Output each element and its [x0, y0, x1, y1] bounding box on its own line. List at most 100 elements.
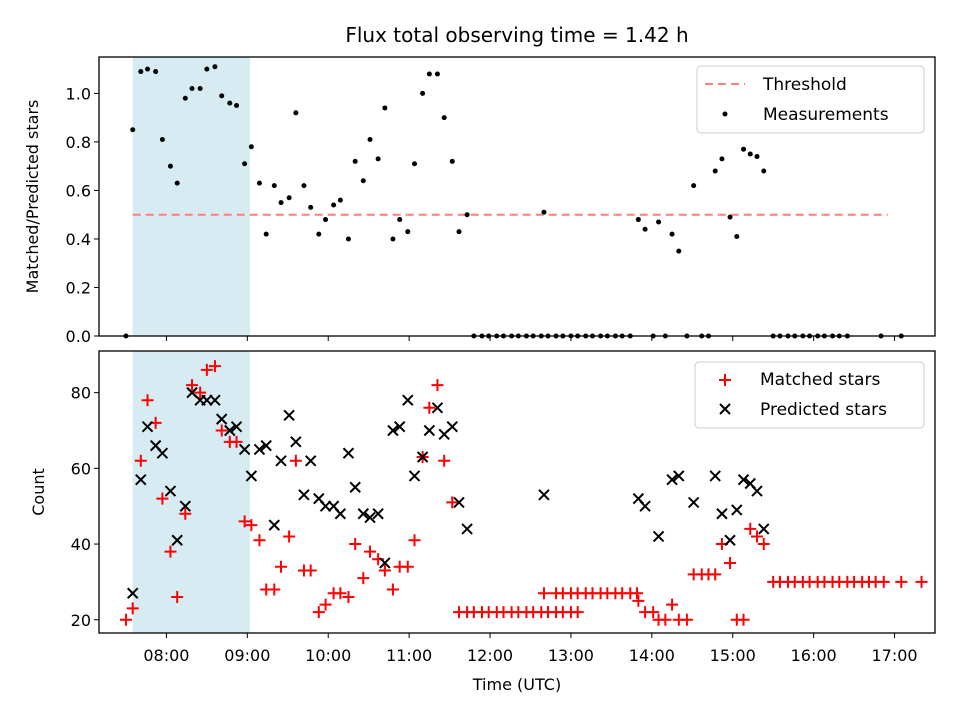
- matched-star-point: [378, 564, 391, 577]
- ratio-x-ticks: [165, 336, 896, 341]
- count-plot-frame: [98, 350, 936, 634]
- matched-star-point: [438, 454, 451, 467]
- measurement-point: [182, 95, 188, 101]
- legend-measurements-label: Measurements: [763, 105, 889, 125]
- predicted-star-point: [141, 420, 154, 433]
- predicted-star-point: [538, 489, 550, 501]
- matched-star-point: [386, 583, 399, 596]
- x-tick-label: 09:00: [224, 646, 270, 665]
- predicted-star-point: [215, 413, 228, 425]
- predicted-star-point: [334, 508, 347, 520]
- observing-window-shade: [132, 57, 251, 336]
- count-legend-box: [694, 361, 925, 429]
- matched-star-point: [134, 454, 147, 467]
- matched-star-point: [156, 492, 169, 505]
- count-legend: Matched stars Predicted stars: [694, 361, 925, 429]
- predicted-star-point: [290, 436, 302, 448]
- measurement-point: [434, 71, 440, 77]
- predicted-star-point: [171, 534, 183, 546]
- matched-star-point: [179, 507, 192, 520]
- measurement-point: [174, 180, 180, 186]
- matched-star-point: [283, 530, 296, 543]
- measurement-point: [308, 204, 314, 210]
- measurement-point: [761, 168, 767, 174]
- matched-star-point: [744, 522, 757, 535]
- measurement-point: [441, 115, 447, 121]
- predicted-star-point: [253, 443, 266, 456]
- matched-star-point: [312, 606, 325, 619]
- matched-star-point: [401, 560, 414, 573]
- measurement-point: [741, 146, 747, 152]
- matched-star-point: [334, 587, 347, 600]
- predicted-star-point: [446, 420, 458, 433]
- matched-star-point: [915, 575, 928, 588]
- matched-star-point: [245, 519, 258, 532]
- measurement-point: [219, 93, 225, 99]
- predicted-star-point: [209, 394, 221, 406]
- measurement-point: [449, 158, 455, 164]
- measurement-point: [242, 161, 248, 167]
- predicted-star-point: [298, 489, 310, 501]
- predicted-star-point: [393, 420, 406, 433]
- measurement-point: [426, 71, 432, 77]
- matched-star-point: [275, 560, 288, 573]
- matched-star-point: [119, 613, 132, 626]
- matched-star-point: [423, 401, 436, 414]
- count-panel: 20 40 60 80 08:00 09:00 10:00 11:00 12:00 13:00 1…: [29, 350, 936, 694]
- legend-predicted-label: Predicted stars: [760, 400, 887, 420]
- ratio-legend: Threshold Measurements: [696, 65, 925, 134]
- measurement-point: [352, 158, 358, 164]
- measurement-point: [263, 231, 269, 237]
- predicted-star-point: [357, 508, 369, 520]
- measurement-point: [271, 183, 277, 189]
- measurement-point: [412, 161, 418, 167]
- ratio-y-tick-label: 0.8: [66, 133, 91, 152]
- measurement-point: [145, 66, 151, 72]
- matched-star-point: [647, 606, 660, 619]
- measurement-point: [656, 219, 662, 225]
- x-tick-label: 16:00: [791, 646, 837, 665]
- matched-star-point: [737, 613, 750, 626]
- measurement-point: [167, 163, 173, 169]
- legend-matched-swatch: [719, 374, 731, 386]
- predicted-star-point: [716, 508, 728, 520]
- matched-star-point: [709, 568, 722, 581]
- predicted-star-point: [156, 447, 169, 459]
- predicted-star-point: [268, 519, 280, 531]
- predicted-star-point: [709, 470, 721, 482]
- predicted-star-point: [687, 496, 700, 509]
- matched-star-point: [895, 575, 908, 588]
- matched-star-point: [631, 587, 644, 600]
- matched-star-point: [877, 575, 890, 588]
- measurement-point: [727, 214, 733, 220]
- predicted-star-point: [423, 424, 436, 437]
- count-y-ticks: 20 40 60 80: [71, 384, 99, 630]
- matched-star-point: [342, 591, 355, 604]
- measurement-point: [712, 168, 718, 174]
- matched-star-point: [632, 594, 645, 607]
- predicted-star-point: [731, 504, 743, 516]
- matched-star-point: [126, 602, 139, 615]
- measurement-point: [747, 151, 753, 157]
- predicted-star-point: [304, 455, 317, 467]
- measurement-point: [642, 226, 648, 232]
- measurement-point: [367, 136, 373, 142]
- predicted-star-point: [416, 451, 429, 463]
- matched-star-point: [141, 394, 154, 407]
- measurement-point: [420, 90, 426, 96]
- matched-star-point: [364, 545, 377, 558]
- matched-star-point: [238, 515, 251, 528]
- matched-star-point: [268, 583, 281, 596]
- ratio-y-tick-label: 0.2: [66, 278, 91, 297]
- measurement-point: [691, 183, 697, 189]
- predicted-star-point: [127, 587, 139, 599]
- predicted-star-point: [260, 439, 272, 452]
- measurement-point: [153, 69, 159, 75]
- predicted-star-point: [724, 534, 736, 546]
- legend-threshold-label: Threshold: [762, 75, 847, 95]
- matched-star-point: [751, 530, 764, 543]
- matched-star-point: [230, 435, 243, 448]
- x-tick-label: 12:00: [467, 646, 513, 665]
- matched-star-point: [215, 424, 228, 437]
